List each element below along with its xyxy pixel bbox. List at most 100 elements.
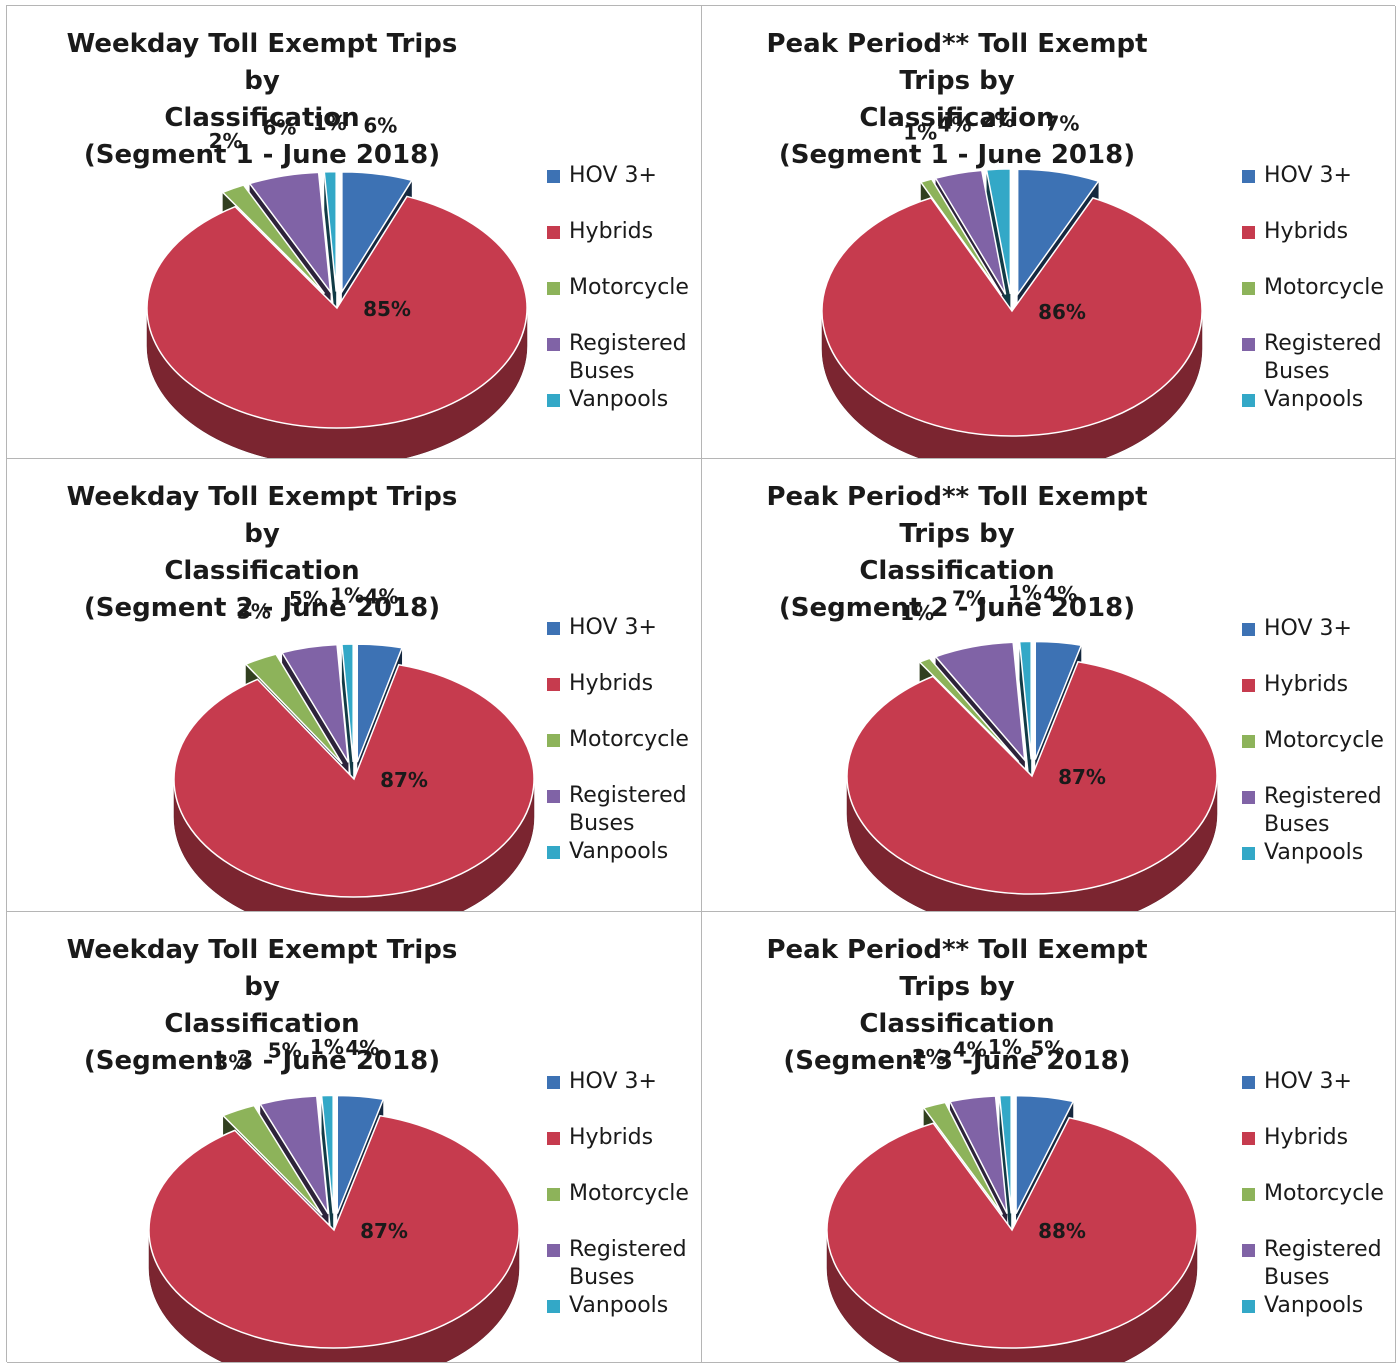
legend-item-hybrids: Hybrids <box>547 670 689 726</box>
chart-title-line: (Segment 2 - June 2018) <box>778 593 1136 623</box>
chart-panel: Weekday Toll Exempt Trips by Classificati… <box>7 6 702 459</box>
slice-label-motorcycle: 2% <box>209 129 243 153</box>
legend-label: Motorcycle <box>1264 1181 1384 1206</box>
legend-swatch <box>547 1188 560 1201</box>
chart-title-line: Peak Period** Toll Exempt Trips by <box>766 482 1148 549</box>
legend-label: Hybrids <box>1264 672 1349 697</box>
legend-item-registered-buses: Registered Buses <box>547 330 689 386</box>
chart-title-line: Classification <box>164 556 360 586</box>
slice-label-hov-3: 4% <box>1043 582 1077 606</box>
legend-label: Motorcycle <box>1264 728 1384 753</box>
slice-label-hov-3: 4% <box>365 585 399 609</box>
chart-title-line: (Segment 2 - June 2018) <box>83 593 441 623</box>
legend-swatch <box>1242 791 1255 804</box>
legend-swatch <box>1242 1132 1255 1145</box>
legend-swatch <box>547 338 560 351</box>
legend-item-hov-3: HOV 3+ <box>547 614 689 670</box>
pie-slice-vanpools <box>323 170 337 292</box>
chart-legend: HOV 3+ Hybrids Motorcycle Registered Buses Va… <box>1242 162 1384 414</box>
slice-label-vanpools: 1% <box>313 111 347 135</box>
pie-slice-registered-buses <box>259 1095 330 1215</box>
pie-chart: 4% 87% 1% 7% 1% <box>846 581 1218 911</box>
chart-legend: HOV 3+ Hybrids Motorcycle Registered Buses Va… <box>547 162 689 414</box>
legend-label: Vanpools <box>569 1293 669 1318</box>
pie-wall-vanpools <box>1019 641 1032 798</box>
legend-label: Buses <box>569 1265 635 1290</box>
slice-label-registered-buses: 7% <box>952 587 986 611</box>
legend-swatch <box>547 846 560 859</box>
chart-panel: Peak Period** Toll Exempt Trips by Classi… <box>702 912 1396 1363</box>
slice-label-registered-buses: 6% <box>263 116 297 140</box>
chart-legend: HOV 3+ Hybrids Motorcycle Registered Buses Va… <box>547 1068 689 1320</box>
slice-label-vanpools: 1% <box>310 1035 344 1059</box>
legend-label: HOV 3+ <box>569 615 657 640</box>
chart-title-line: (Segment 1 - June 2018) <box>778 140 1136 170</box>
legend-label: Hybrids <box>569 1125 654 1150</box>
legend-item-hybrids: Hybrids <box>1242 1124 1384 1180</box>
chart-title: Peak Period** Toll Exempt Trips by Classi… <box>742 26 1172 174</box>
pie-chart: 4% 87% 3% 5% 1% <box>148 1035 520 1362</box>
legend-item-hov-3: HOV 3+ <box>1242 615 1384 671</box>
legend-swatch <box>547 1300 560 1313</box>
slice-label-hybrids: 86% <box>1038 300 1086 324</box>
slice-label-motorcycle: 1% <box>900 601 934 625</box>
chart-title-line: Classification <box>859 556 1055 586</box>
chart-panel: Peak Period** Toll Exempt Trips by Classi… <box>702 6 1396 459</box>
legend-item-motorcycle: Motorcycle <box>1242 1180 1384 1236</box>
legend-label: Motorcycle <box>569 727 689 752</box>
chart-legend: HOV 3+ Hybrids Motorcycle Registered Buses Va… <box>1242 615 1384 867</box>
slice-label-hybrids: 87% <box>360 1219 408 1243</box>
legend-item-vanpools: Vanpools <box>1242 839 1384 867</box>
pie-slice-motorcycle <box>919 178 1003 296</box>
legend-label: Motorcycle <box>569 275 689 300</box>
legend-label: Registered <box>569 331 687 356</box>
pie-slice-hybrids <box>826 1116 1198 1349</box>
legend-item-hybrids: Hybrids <box>1242 671 1384 727</box>
slice-label-registered-buses: 4% <box>938 113 972 137</box>
pie-slice-registered-buses <box>948 1095 1008 1215</box>
pie-slice-motorcycle <box>221 1104 323 1216</box>
pie-slice-motorcycle <box>918 657 1020 763</box>
chart-panel: Weekday Toll Exempt Trips by Classificati… <box>7 459 702 912</box>
slice-label-vanpools: 2% <box>980 108 1014 132</box>
legend-item-vanpools: Vanpools <box>547 838 689 866</box>
slice-label-registered-buses: 4% <box>953 1038 987 1062</box>
legend-swatch <box>547 226 560 239</box>
chart-title-line: Weekday Toll Exempt Trips by <box>66 482 458 549</box>
legend-label: HOV 3+ <box>1264 616 1352 641</box>
chart-panel: Peak Period** Toll Exempt Trips by Classi… <box>702 459 1396 912</box>
chart-legend: HOV 3+ Hybrids Motorcycle Registered Buses Va… <box>1242 1068 1384 1320</box>
pie-slice-hybrids <box>173 663 535 898</box>
legend-swatch <box>1242 1188 1255 1201</box>
slice-label-hybrids: 87% <box>1058 765 1106 789</box>
legend-label: Vanpools <box>569 387 669 412</box>
pie-slice-vanpools <box>320 1094 334 1214</box>
chart-title: Peak Period** Toll Exempt Trips by Classi… <box>742 479 1172 627</box>
slice-label-motorcycle: 1% <box>903 120 937 144</box>
legend-item-registered-buses: Registered Buses <box>1242 330 1384 386</box>
slice-label-vanpools: 1% <box>988 1035 1022 1059</box>
pie-wall-vanpools <box>324 171 337 330</box>
legend-item-hov-3: HOV 3+ <box>1242 1068 1384 1124</box>
slice-label-vanpools: 1% <box>330 584 364 608</box>
legend-label: Buses <box>1264 812 1330 837</box>
legend-swatch <box>1242 847 1255 860</box>
pie-wall-vanpools <box>341 644 354 800</box>
legend-swatch <box>547 678 560 691</box>
legend-item-vanpools: Vanpools <box>1242 1292 1384 1320</box>
pie-slice-vanpools <box>1018 640 1032 760</box>
legend-label: Vanpools <box>1264 387 1364 412</box>
pie-wall-vanpools <box>999 1095 1012 1252</box>
chart-title-line: Classification <box>164 1009 360 1039</box>
legend-item-hov-3: HOV 3+ <box>547 162 689 218</box>
pie-chart: 4% 87% 3% 5% 1% <box>173 584 535 911</box>
pie-slice-registered-buses <box>280 643 350 763</box>
legend-swatch <box>1242 394 1255 407</box>
legend-swatch <box>547 622 560 635</box>
legend-swatch <box>547 394 560 407</box>
chart-title-line: Weekday Toll Exempt Trips by <box>66 935 458 1002</box>
legend-item-registered-buses: Registered Buses <box>547 1236 689 1292</box>
pie-slice-registered-buses <box>934 641 1026 763</box>
legend-item-hov-3: HOV 3+ <box>1242 162 1384 218</box>
slice-label-vanpools: 1% <box>1008 581 1042 605</box>
